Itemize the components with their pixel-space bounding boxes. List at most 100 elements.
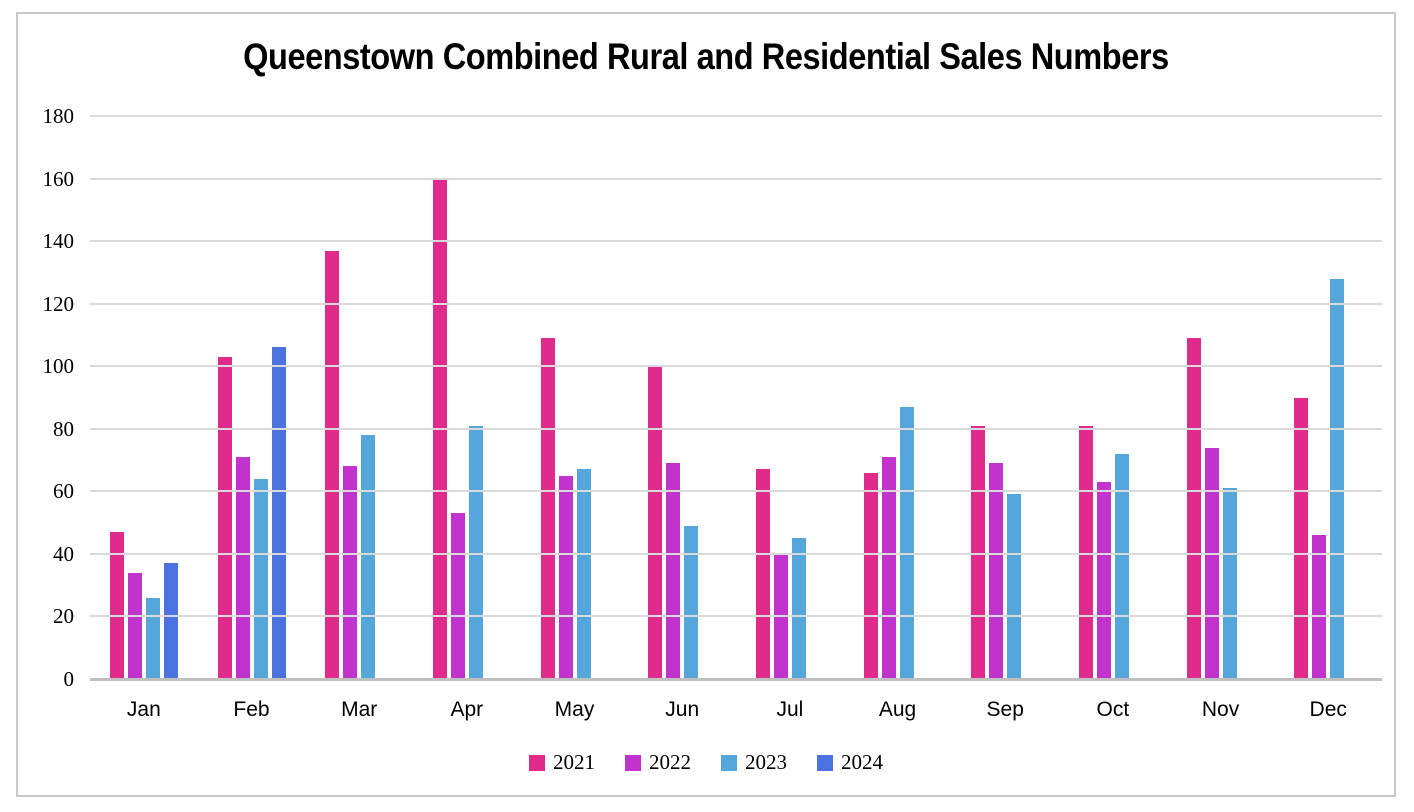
bar-2022-dec	[1312, 535, 1327, 679]
month-group-may	[521, 116, 629, 679]
bar-2023-feb	[253, 478, 268, 679]
bar-slot-2022-oct	[1096, 116, 1111, 679]
bar-slot-2021-sep	[971, 116, 986, 679]
bar-2023-dec	[1330, 278, 1345, 679]
x-label-may: May	[554, 698, 595, 721]
bar-2023-jan	[145, 597, 160, 679]
bar-2021-jan	[109, 532, 124, 679]
legend-label-2023: 2023	[745, 750, 787, 774]
bar-2024-feb	[271, 347, 286, 679]
legend-swatch-2024	[817, 754, 833, 771]
bar-2021-feb	[217, 356, 232, 679]
x-label-sep: Sep	[986, 698, 1024, 721]
bar-2022-sep	[989, 463, 1004, 679]
gridline-100	[90, 365, 1382, 368]
bar-2023-may	[576, 469, 591, 679]
y-tick-40: 40	[53, 541, 74, 566]
month-group-dec	[1274, 116, 1382, 679]
x-label-mar: Mar	[341, 698, 378, 721]
bar-slot-2021-mar	[325, 116, 340, 679]
bar-slot-2021-jan	[109, 116, 124, 679]
x-label-oct: Oct	[1096, 698, 1130, 721]
bar-2023-oct	[1114, 453, 1129, 679]
y-tick-180: 180	[42, 104, 75, 128]
x-axis-labels: Jan Feb Mar Apr May Jun Jul Aug Sep Oct Nov Dec	[90, 698, 1382, 722]
bar-2021-jun	[648, 366, 663, 679]
month-group-feb	[198, 116, 306, 679]
bar-slot-2024-jan	[163, 116, 178, 679]
bar-slot-2023-mar	[361, 116, 376, 679]
bar-2022-apr	[450, 513, 465, 679]
y-tick-140: 140	[42, 229, 75, 254]
bar-slot-2023-jan	[145, 116, 160, 679]
month-group-mar	[305, 116, 413, 679]
legend-item-2021: 2021	[529, 750, 595, 775]
y-tick-80: 80	[53, 416, 74, 441]
gridline-120	[90, 302, 1382, 305]
bar-2021-nov	[1186, 338, 1201, 679]
bar-2022-feb	[235, 456, 250, 679]
bar-2023-sep	[1007, 494, 1022, 679]
x-label-jan: Jan	[126, 698, 161, 721]
bar-slot-2024-jun	[702, 116, 716, 679]
gridline-60	[90, 490, 1382, 493]
bar-slot-2023-sep	[1007, 116, 1022, 679]
month-group-jan	[90, 116, 198, 679]
bar-2022-may	[558, 475, 573, 679]
bar-2023-jul	[791, 538, 806, 679]
y-tick-100: 100	[42, 354, 75, 379]
bar-slot-2024-jul	[810, 116, 824, 679]
chart-title-text: Queenstown Combined Rural and Residentia…	[243, 36, 1169, 77]
legend-swatch-2023	[721, 754, 737, 771]
legend-swatch-2022	[625, 754, 641, 771]
bar-slot-2024-oct	[1133, 116, 1147, 679]
bar-2023-mar	[361, 435, 376, 679]
gridline-80	[90, 427, 1382, 430]
bar-slot-2022-mar	[343, 116, 358, 679]
bar-slot-2022-sep	[989, 116, 1004, 679]
bar-slot-2022-apr	[450, 116, 465, 679]
bar-slot-2021-may	[540, 116, 555, 679]
x-label-dec: Dec	[1309, 698, 1347, 721]
bar-slot-2024-aug	[918, 116, 932, 679]
bar-slot-2024-nov	[1241, 116, 1255, 679]
bar-slot-2022-jul	[773, 116, 788, 679]
legend-label-2021: 2021	[553, 750, 595, 774]
bar-slot-2022-nov	[1204, 116, 1219, 679]
month-group-nov	[1167, 116, 1275, 679]
bar-slot-2024-may	[595, 116, 609, 679]
chart-canvas: 180 160 140 120 100 80 60 40 20 0 Jan Feb Mar Apr May…	[18, 14, 1394, 795]
legend-item-2023: 2023	[721, 750, 787, 775]
legend-item-2024: 2024	[817, 750, 883, 775]
bar-2022-oct	[1096, 481, 1111, 679]
bar-slot-2023-jul	[791, 116, 806, 679]
gridline-160	[90, 177, 1382, 180]
bar-2021-aug	[863, 472, 878, 679]
bar-slot-2024-dec	[1348, 116, 1362, 679]
legend-label-2022: 2022	[649, 750, 691, 774]
bar-slot-2023-may	[576, 116, 591, 679]
bar-slot-2024-mar	[379, 116, 393, 679]
chart-title: Queenstown Combined Rural and Residentia…	[18, 36, 1394, 79]
bar-2021-dec	[1294, 397, 1309, 679]
month-group-aug	[844, 116, 952, 679]
bar-2024-jan	[163, 563, 178, 679]
bar-2021-jul	[755, 469, 770, 679]
month-group-sep	[951, 116, 1059, 679]
month-group-jun	[628, 116, 736, 679]
bar-slot-2023-feb	[253, 116, 268, 679]
bar-2022-jan	[127, 572, 142, 679]
bar-slot-2024-sep	[1025, 116, 1039, 679]
bar-slot-2022-dec	[1312, 116, 1327, 679]
legend: 2021 2022 2023 2024	[18, 750, 1394, 775]
x-label-jun: Jun	[665, 698, 700, 721]
bar-2023-nov	[1222, 488, 1237, 679]
bar-slot-2022-aug	[881, 116, 896, 679]
bar-slot-2024-apr	[487, 116, 501, 679]
bar-slot-2022-may	[558, 116, 573, 679]
x-label-jul: Jul	[776, 698, 804, 721]
bar-slot-2023-apr	[468, 116, 483, 679]
gridline-0	[90, 678, 1382, 681]
gridline-140	[90, 240, 1382, 243]
